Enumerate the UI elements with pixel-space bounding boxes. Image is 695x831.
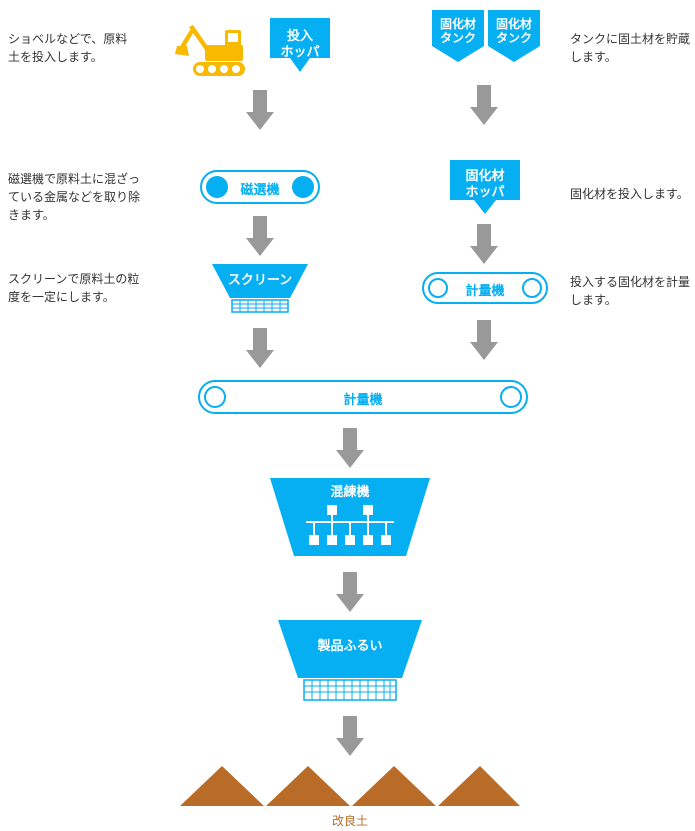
product-sieve-label: 製品ふるい (278, 638, 422, 654)
desc-magnetic: 磁選機で原料土に混ざっている金属などを取り除きます。 (8, 170, 143, 224)
input-hopper-label: 投入 ホッパ (270, 28, 330, 59)
input-hopper: 投入 ホッパ (270, 18, 330, 79)
arrow-icon (246, 90, 274, 135)
arrow-icon (246, 328, 274, 373)
mixer-label: 混練機 (270, 484, 430, 500)
screen-node: スクリーン (212, 264, 308, 319)
tank-1-label: 固化材 タンク (432, 17, 484, 46)
product-sieve: 製品ふるい (278, 620, 422, 709)
weigher-large: 計量機 (198, 380, 528, 419)
soil-piles (180, 762, 520, 815)
arrow-icon (336, 716, 364, 761)
arrow-icon (470, 224, 498, 269)
magnetic-separator: 磁選機 (200, 170, 320, 209)
weigher-small: 計量機 (422, 272, 548, 309)
weigher-small-label: 計量機 (422, 280, 548, 299)
solidifier-tank-2: 固化材 タンク (488, 10, 540, 69)
arrow-icon (470, 320, 498, 365)
mixer: 混練機 (270, 478, 430, 565)
magnetic-separator-label: 磁選機 (200, 179, 320, 198)
solidifier-tank-1: 固化材 タンク (432, 10, 484, 69)
desc-hopper: 固化材を投入します。 (570, 185, 690, 203)
screen-label: スクリーン (212, 272, 308, 288)
tank-2-label: 固化材 タンク (488, 17, 540, 46)
arrow-icon (470, 85, 498, 130)
desc-input: ショベルなどで、原料土を投入します。 (8, 30, 138, 66)
excavator-icon (175, 10, 255, 85)
desc-weigher: 投入する固化材を計量します。 (570, 273, 695, 309)
desc-tank: タンクに固土材を貯蔵します。 (570, 30, 690, 66)
arrow-icon (336, 428, 364, 473)
desc-screen: スクリーンで原料土の粒度を一定にします。 (8, 270, 143, 306)
weigher-large-label: 計量機 (198, 389, 528, 408)
solidifier-hopper-label: 固化材 ホッパ (450, 168, 520, 199)
solidifier-hopper: 固化材 ホッパ (450, 160, 520, 221)
arrow-icon (336, 572, 364, 617)
output-label: 改良土 (300, 812, 400, 829)
arrow-icon (246, 216, 274, 261)
